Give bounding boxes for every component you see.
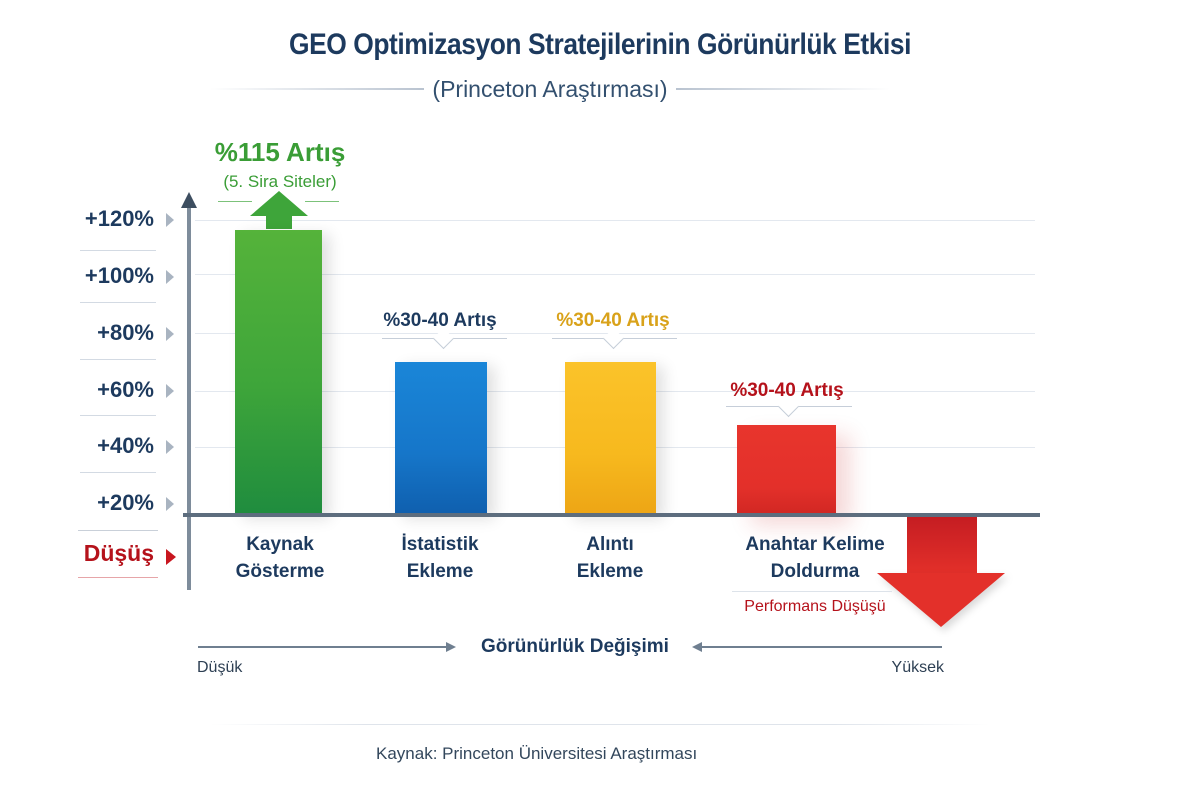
category-line: Doldurma	[770, 561, 860, 582]
down-arrow-stem	[907, 517, 977, 574]
category-label-2: İstatistik Ekleme	[360, 531, 520, 585]
x-axis-line	[183, 513, 1040, 517]
x-axis-low-label: Düşük	[197, 659, 243, 676]
up-arrow-icon	[250, 191, 308, 216]
category-line: İstatistik	[401, 534, 479, 555]
x-axis-high-label: Yüksek	[891, 659, 944, 676]
y-tick-80: +80%	[97, 320, 154, 345]
category-line: Alıntı	[586, 534, 634, 555]
arrow-right-icon	[446, 642, 456, 652]
negative-arrow-icon	[166, 549, 176, 565]
y-tick-120: +120%	[84, 206, 154, 231]
chart-subtitle-row: (Princeton Araştırması)	[210, 74, 890, 104]
category-line: Kaynak	[246, 534, 314, 555]
y-tick-20: +20%	[97, 490, 154, 515]
subtitle-divider-left	[210, 88, 425, 90]
divider	[732, 591, 892, 592]
bar-2-value-label: %30-40 Artış	[383, 310, 497, 331]
category-label-1: Kaynak Gösterme	[200, 531, 360, 585]
tick-separator	[80, 302, 156, 303]
y-tick-negative: Düşüş	[83, 540, 154, 566]
tick-separator	[80, 250, 156, 251]
callout-line	[305, 201, 339, 202]
x-axis-title: Görünürlük Değişimi	[481, 636, 669, 657]
gridline	[840, 447, 1035, 448]
bar-3-value-label: %30-40 Artış	[556, 310, 670, 331]
tick-separator	[80, 415, 156, 416]
chart-title: GEO Optimizasyon Stratejilerinin Görünür…	[289, 28, 911, 61]
tick-separator	[80, 472, 156, 473]
gridline	[855, 391, 1035, 392]
tick-arrow-icon	[166, 327, 174, 341]
y-tick-60: +60%	[97, 377, 154, 402]
bar-kaynak-gosterme	[235, 230, 322, 515]
tick-arrow-icon	[166, 440, 174, 454]
down-arrow-icon	[877, 573, 1005, 627]
subtitle-divider-right	[675, 88, 890, 90]
tick-separator	[78, 577, 158, 578]
callout-line	[218, 201, 252, 202]
gridline	[195, 274, 1035, 275]
category-line: Ekleme	[406, 561, 474, 582]
tick-arrow-icon	[166, 213, 174, 227]
bar-alinti-ekleme	[565, 362, 656, 515]
bar-istatistik-ekleme	[395, 362, 487, 515]
chart-subtitle: (Princeton Araştırması)	[432, 75, 668, 102]
category-label-3: Alıntı Ekleme	[530, 531, 690, 585]
bar-anahtar-kelime-doldurma	[737, 425, 836, 515]
performance-drop-label: Performans Düşüşü	[744, 598, 886, 615]
tick-separator	[78, 530, 158, 531]
tick-arrow-icon	[166, 497, 174, 511]
up-arrow-stem	[266, 215, 292, 229]
bar-1-sublabel: (5. Sira Siteler)	[223, 172, 337, 191]
gridline	[195, 220, 1035, 221]
bar-1-value-label: %115 Artış	[214, 137, 346, 167]
axis-arrow-left-line	[198, 646, 448, 648]
bar-4-value-label: %30-40 Artış	[730, 380, 844, 401]
tick-arrow-icon	[166, 384, 174, 398]
y-axis-line	[187, 204, 191, 590]
y-axis-arrow-icon	[181, 192, 197, 208]
tick-arrow-icon	[166, 270, 174, 284]
category-line: Gösterme	[235, 561, 325, 582]
category-label-4: Anahtar Kelime Doldurma	[725, 531, 905, 585]
y-tick-40: +40%	[97, 433, 154, 458]
category-line: Ekleme	[576, 561, 644, 582]
y-tick-100: +100%	[84, 263, 154, 288]
source-note: Kaynak: Princeton Üniversitesi Araştırma…	[376, 744, 698, 763]
axis-arrow-right-line	[702, 646, 942, 648]
category-line: Anahtar Kelime	[745, 534, 885, 555]
footer-divider	[210, 724, 990, 725]
tick-separator	[80, 359, 156, 360]
arrow-left-icon	[692, 642, 702, 652]
